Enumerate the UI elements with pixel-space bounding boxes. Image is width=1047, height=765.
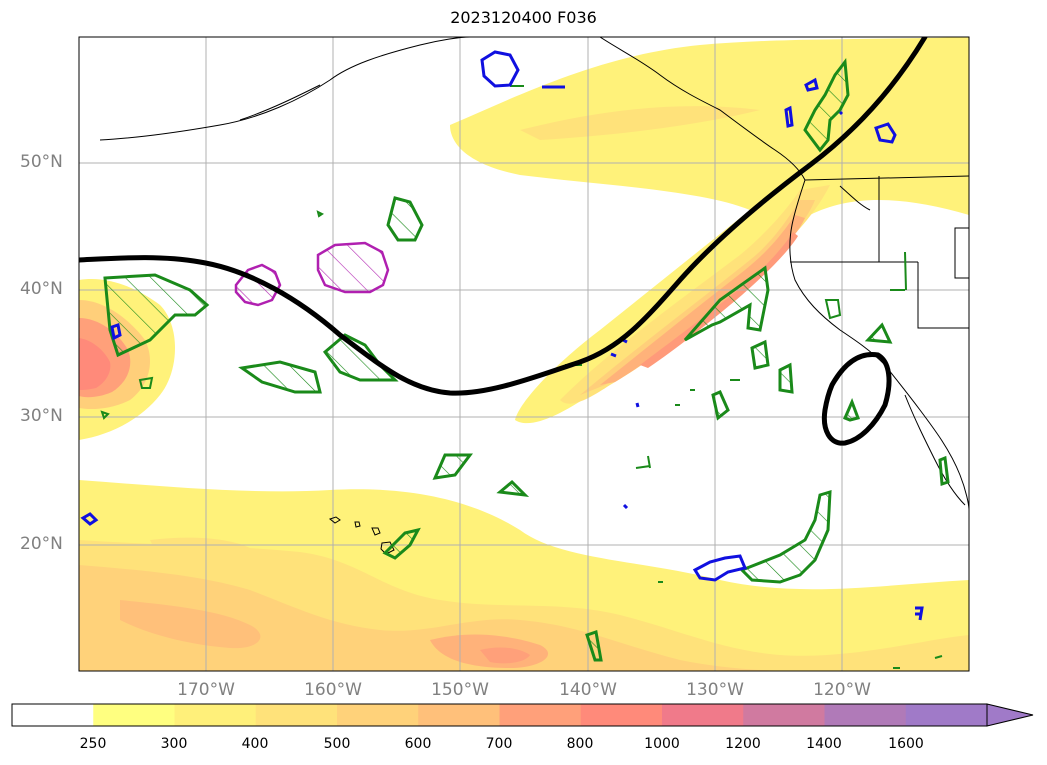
lon-label-160w: 160°W — [304, 680, 362, 700]
lon-label-120w: 120°W — [813, 680, 871, 700]
thick-black-contours — [79, 37, 928, 446]
ivt-fill-north-jet — [450, 37, 969, 424]
colorbar-tick-600: 600 — [404, 736, 432, 752]
ivt-fill-southern-band — [79, 480, 969, 671]
colorbar-extend-arrow — [986, 703, 1034, 727]
colorbar-tick-250: 250 — [79, 736, 107, 752]
lon-label-140w: 140°W — [559, 680, 617, 700]
colorbar-tick-700: 700 — [485, 736, 513, 752]
coastlines — [99, 37, 969, 555]
colorbar-tick-1000: 1000 — [644, 736, 680, 752]
lon-label-150w: 150°W — [431, 680, 489, 700]
colorbar-cell — [499, 704, 582, 726]
colorbar-tick-800: 800 — [566, 736, 594, 752]
colorbar-cell — [174, 704, 257, 726]
map-frame — [78, 36, 970, 672]
colorbar-cell — [743, 704, 825, 726]
green-hatched-regions — [103, 58, 950, 662]
colorbar-cell — [905, 704, 988, 726]
lon-label-170w: 170°W — [177, 680, 235, 700]
colorbar-cell — [662, 704, 744, 726]
lon-label-130w: 130°W — [686, 680, 744, 700]
colorbar-tick-500: 500 — [323, 736, 351, 752]
colorbar-frame — [11, 703, 988, 727]
colorbar-cell — [337, 704, 419, 726]
lat-label-50n: 50°N — [20, 152, 63, 172]
colorbar-cell — [580, 704, 663, 726]
map-panel — [78, 36, 970, 672]
colorbar-cell — [418, 704, 500, 726]
lat-label-30n: 30°N — [20, 406, 63, 426]
colorbar-tick-1400: 1400 — [806, 736, 842, 752]
colorbar-cell — [12, 704, 94, 726]
lat-label-40n: 40°N — [20, 279, 63, 299]
colorbar-cell — [93, 704, 175, 726]
colorbar-tick-300: 300 — [160, 736, 188, 752]
colorbar-tick-400: 400 — [241, 736, 269, 752]
colorbar-cell — [824, 704, 907, 726]
blue-contours — [80, 50, 924, 621]
colorbar — [11, 703, 1034, 727]
colorbar-tick-1600: 1600 — [888, 736, 924, 752]
colorbar-tick-1200: 1200 — [725, 736, 761, 752]
map-title: 2023120400 F036 — [450, 8, 597, 27]
green-contour-specks — [100, 85, 943, 669]
lat-label-20n: 20°N — [20, 534, 63, 554]
colorbar-cell — [255, 704, 338, 726]
